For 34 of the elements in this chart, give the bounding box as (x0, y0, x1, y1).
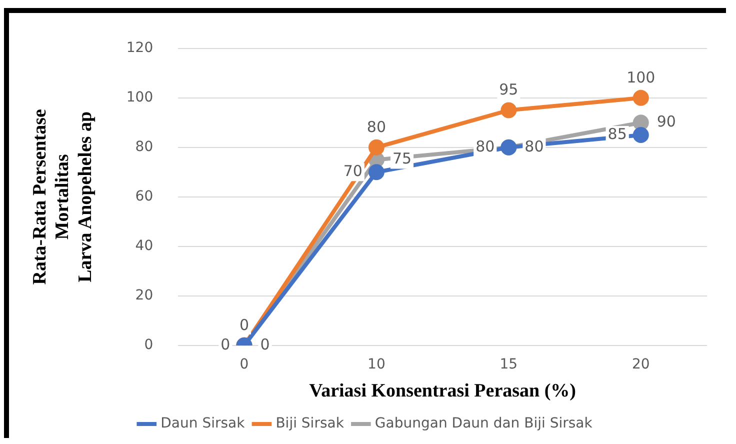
x-tick-label: 10 (368, 356, 386, 372)
data-label: 0 (260, 335, 270, 354)
legend-label: Biji Sirsak (276, 416, 345, 432)
data-label: 70 (343, 162, 362, 180)
point (500, 102, 517, 118)
y-tick-label: 80 (135, 139, 154, 156)
data-label: 75 (392, 150, 412, 168)
y-tick-label: 40 (135, 238, 154, 254)
data-label: 85 (608, 124, 627, 143)
y-tick-label: 0 (144, 337, 154, 354)
x-tick-label: 0 (240, 356, 249, 372)
y-tick-label: 100 (126, 90, 154, 106)
data-label: 100 (626, 68, 656, 86)
point (632, 90, 649, 106)
y-tick-label: 120 (126, 40, 154, 56)
point (632, 114, 649, 131)
y-tick-label: 60 (135, 188, 154, 205)
y-tick-label: 20 (135, 288, 154, 304)
x-axis-title: Variasi Konsentrasi Perasan (%) (309, 380, 576, 402)
point (368, 139, 384, 156)
legend-label: Gabungan Daun dan Biji Sirsak (374, 416, 594, 432)
x-tick-label: 20 (632, 356, 650, 372)
data-label: 80 (476, 137, 495, 156)
data-label: 80 (524, 137, 544, 156)
y-axis-title: Rata-Rata Persentase Mortalitas Larva Anopeheles ap (29, 109, 96, 285)
point (632, 127, 649, 144)
point (368, 164, 384, 180)
data-label: 95 (499, 80, 518, 99)
data-label: 0 (220, 335, 230, 354)
data-label: 80 (366, 118, 386, 136)
data-label: 90 (656, 112, 676, 131)
data-label: 0 (239, 316, 250, 334)
legend-label: Daun Sirsak (160, 416, 246, 432)
x-tick-label: 15 (500, 356, 518, 372)
